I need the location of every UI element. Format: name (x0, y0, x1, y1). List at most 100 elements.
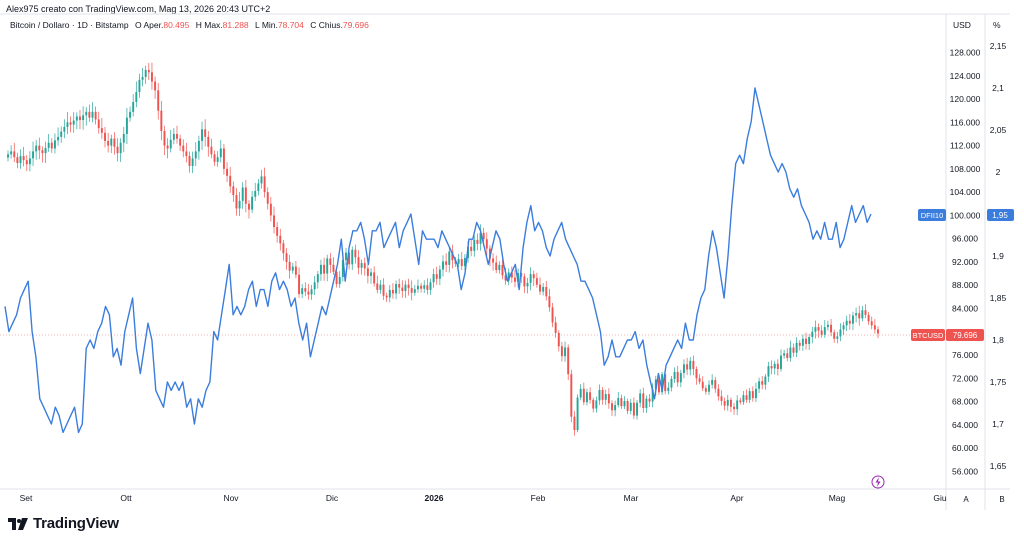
btcusd-candle (82, 115, 85, 120)
dfii10-tag (918, 209, 946, 221)
btcusd-candle (748, 391, 751, 400)
auto-scale-button[interactable]: A (963, 495, 969, 504)
btcusd-candle (517, 273, 520, 282)
percent-unit-label[interactable]: % (993, 20, 1001, 30)
lightning-icon[interactable] (871, 475, 885, 489)
btcusd-candle (85, 111, 88, 116)
btcusd-candle (254, 190, 257, 197)
btcusd-candle (329, 258, 332, 265)
btcusd-candle (35, 145, 38, 152)
btcusd-candle (423, 285, 426, 289)
btcusd-candle (335, 271, 338, 285)
btcusd-candle (79, 116, 81, 120)
btcusd-candle (445, 261, 448, 265)
btcusd-candle (457, 259, 460, 264)
btcusd-candle (629, 402, 632, 411)
btcusd-candle (717, 388, 720, 397)
btcusd-candle (676, 371, 679, 383)
btcusd-candle (805, 338, 807, 344)
btcusd-candle (758, 381, 761, 389)
btcusd-candle (222, 148, 225, 169)
btcusd-candle (729, 399, 732, 407)
usd-tick-label: 92.000 (952, 257, 978, 267)
btcusd-candle (25, 160, 28, 165)
btcusd-candle (154, 81, 157, 91)
btcusd-candle (482, 232, 485, 240)
btcusd-candle (623, 400, 626, 407)
btcusd-candle (548, 296, 551, 308)
tradingview-logo[interactable]: TradingView (8, 515, 119, 532)
close-value: 79.696 (342, 20, 369, 30)
btcusd-candle (248, 203, 250, 210)
btcusd-candle (839, 329, 842, 337)
btcusd-candle (273, 215, 275, 228)
btcusd-candle (542, 286, 545, 292)
btcusd-candle (238, 200, 241, 209)
btcusd-candle (366, 268, 369, 276)
btcusd-candle (354, 249, 357, 258)
log-scale-button[interactable]: B (999, 495, 1005, 504)
usd-tick-label: 128.000 (950, 48, 981, 58)
btcusd-candle (263, 176, 266, 193)
time-tick-label: Set (20, 493, 33, 503)
btcusd-candle (479, 232, 482, 244)
open-label: O (134, 20, 142, 30)
btcusd-candle (751, 391, 754, 399)
btcusd-candle (726, 399, 729, 406)
btcusd-candle (107, 140, 110, 146)
btcusd-candle (836, 336, 839, 339)
btcusd-candle (345, 252, 347, 261)
time-tick-label: Dic (326, 493, 339, 503)
btcusd-candle (761, 381, 764, 385)
high-prefix: Max. (204, 20, 223, 30)
btcusd-candle (733, 406, 736, 410)
open-prefix: Aper. (143, 20, 164, 30)
btcusd-candle (861, 310, 864, 319)
btcusd-candle (144, 69, 147, 77)
btcusd-candle (147, 69, 150, 73)
usd-unit-label[interactable]: USD (953, 20, 971, 30)
btcusd-candle (169, 139, 172, 149)
symbol-name[interactable]: Bitcoin / Dollaro · 1D · Bitstamp (10, 20, 129, 30)
btcusd-candle (858, 313, 861, 319)
btcusd-candle (138, 79, 141, 93)
btcusd-candle (776, 363, 779, 369)
btcusd-candle (736, 400, 739, 410)
close-prefix: Chius. (318, 20, 343, 30)
btcusd-candle (576, 397, 579, 431)
time-tick-label: Mar (624, 493, 639, 503)
btcusd-candle (645, 398, 648, 408)
btcusd-candle (370, 272, 372, 276)
btcusd-candle (545, 286, 548, 297)
chart-credit: Alex975 creato con TradingView.com, Mag … (6, 4, 271, 14)
btcusd-candle (219, 148, 222, 158)
btcusd-candle (780, 355, 782, 369)
btcusd-candle (122, 133, 125, 143)
low-value: 78.704 (277, 20, 304, 30)
btcusd-candle (842, 325, 845, 330)
btcusd-candle (551, 307, 554, 323)
btcusd-candle (116, 146, 119, 154)
btcusd-candle (770, 366, 773, 369)
btcusd-candle (429, 282, 432, 290)
btcusd-candle (698, 378, 701, 382)
btcusd-candle (557, 332, 560, 347)
btcusd-candle (232, 186, 235, 196)
high-label: H (195, 20, 202, 30)
btcusd-candle (141, 76, 144, 80)
btcusd-candle (823, 327, 826, 335)
percent-tick-label: 1,7 (992, 419, 1004, 429)
btcusd-candle (720, 396, 723, 401)
btcusd-candle (510, 272, 513, 278)
btcusd-candle (795, 342, 798, 353)
btcusd-candle (820, 330, 823, 335)
btcusd-candle (808, 337, 811, 344)
btcusd-candle (870, 321, 873, 326)
btcusd-candle (592, 399, 595, 409)
percent-tick-label: 1,9 (992, 251, 1004, 261)
btcusd-tag (911, 329, 945, 341)
btcusd-candle (60, 131, 63, 137)
btcusd-candle (132, 101, 135, 112)
percent-tick-label: 2,15 (990, 41, 1007, 51)
